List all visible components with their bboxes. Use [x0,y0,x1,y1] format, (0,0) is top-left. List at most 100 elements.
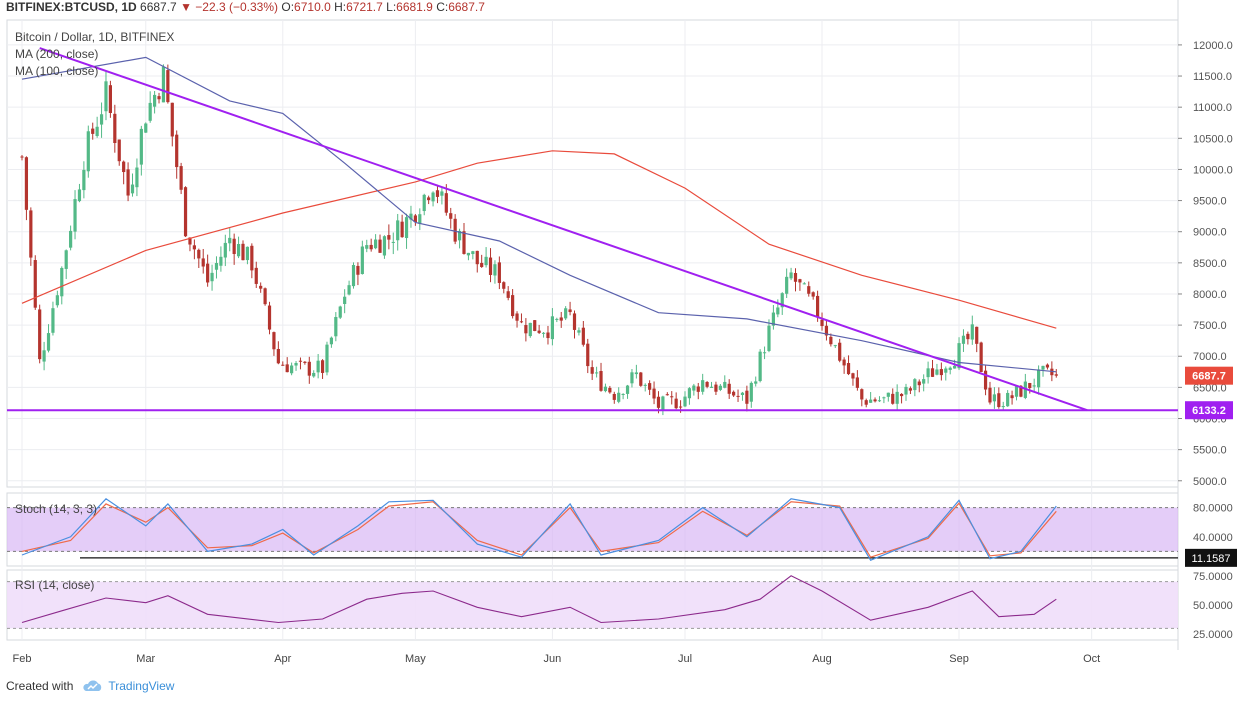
created-with-text: Created with [6,679,74,693]
candle-body [603,386,608,392]
candle-body [502,282,506,289]
candle-body [374,239,378,249]
stoch-k-line [21,498,1057,561]
candle-body [771,312,775,326]
candle-body [758,351,762,382]
candle-body [683,396,687,407]
candle-body [652,388,656,399]
rsi-legend[interactable]: RSI (14, close) [15,578,95,592]
candle-body [793,272,798,282]
candle-body [541,332,546,334]
candle-body [488,257,493,275]
candle-body [519,321,524,323]
candle-body [913,379,917,391]
price-tick-label: 8000.0 [1193,289,1227,301]
candle-body [42,350,46,362]
candle-body [400,221,404,238]
price-tick-label: 7000.0 [1193,351,1227,363]
candle-body [250,245,254,271]
candle-body [329,337,333,345]
open-label: O: [281,0,295,14]
stoch-legend[interactable]: Stoch (14, 3, 3) [15,502,98,516]
chart-title[interactable]: Bitcoin / Dollar, 1D, BITFINEX [15,30,175,44]
candle-body [427,197,431,201]
candle-body [245,246,250,261]
stoch-value-tag-bg [1185,548,1237,567]
candle-body [241,243,245,261]
candle-body [953,365,957,369]
candle-body [223,242,227,258]
candle-body [922,379,926,384]
candle-body [630,372,634,384]
candle-body [736,395,740,397]
candle-body [325,344,329,373]
candle-body [144,123,148,133]
candle-body [608,387,612,393]
candle-body [413,215,417,223]
candle-body [961,335,966,344]
candle-body [833,345,837,347]
candle-body [396,220,400,241]
price-tick-label: 7500.0 [1193,320,1227,332]
price-tick-label: 5000.0 [1193,476,1227,488]
candle-body [595,372,599,374]
stoch-tick-label: 40.0000 [1193,532,1233,544]
ma100-legend[interactable]: MA (100, close) [15,64,99,78]
symbol-name[interactable]: BITFINEX:BTCUSD, 1D [6,0,137,14]
candle-body [201,258,205,267]
candle-body [740,392,745,396]
candle-body [572,313,577,330]
high-value: 6721.7 [346,0,383,14]
candle-body [135,167,139,188]
candle-body [1037,369,1041,388]
candle-body [727,383,731,394]
candle-body [453,218,457,242]
candle-body [126,169,130,196]
rsi-band [7,581,1178,629]
candle-body [435,190,440,197]
candle-body [656,396,661,408]
candle-body [908,388,913,391]
pane-frame-0 [6,19,1179,488]
candle-body [789,272,793,279]
close-value: 6687.7 [448,0,485,14]
candle-body [957,343,961,369]
candle-body [992,394,996,402]
candle-body [533,320,537,331]
price-tick-label: 9500.0 [1193,196,1227,208]
time-tick-label: Mar [136,653,155,665]
candle-body [621,393,625,395]
candle-body [267,305,272,330]
candle-body [586,343,590,367]
candle-body [294,363,298,366]
candle-body [988,387,992,403]
candle-body [312,372,316,377]
candle-body [91,128,95,134]
candle-body [546,332,550,339]
candle-body [948,367,952,370]
tradingview-link[interactable]: TradingView [81,679,174,693]
candle-body [38,309,42,360]
candle-body [462,231,466,254]
candle-body [891,393,895,404]
candle-body [802,283,806,285]
last-price-tag-bg [1185,366,1233,385]
candle-body [104,81,108,112]
candle-body [422,194,426,212]
candle-body [139,128,143,165]
candle-body [661,396,665,411]
price-tick-label: 11500.0 [1193,71,1232,83]
candle-body [418,214,422,224]
candle-body [816,295,820,318]
candle-body [259,285,263,289]
candle-body [303,361,307,363]
ma200-legend[interactable]: MA (200, close) [15,47,99,61]
price-tick-label: 10500.0 [1193,133,1233,145]
candle-body [356,265,360,275]
candle-body [360,246,364,275]
candle-body [285,364,289,373]
candle-body [493,264,497,276]
candle-body [745,390,749,404]
candle-body [877,400,882,402]
